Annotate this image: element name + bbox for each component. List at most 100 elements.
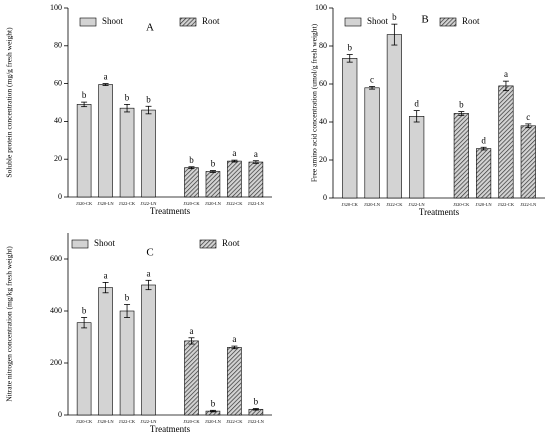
bar bbox=[119, 107, 135, 198]
significance-letter: d bbox=[481, 135, 486, 145]
panel-label: A bbox=[146, 22, 154, 34]
bar bbox=[184, 340, 199, 416]
significance-letter: a bbox=[104, 72, 108, 82]
legend-label: Shoot bbox=[367, 16, 389, 26]
y-tick-label: 0 bbox=[58, 192, 62, 201]
bar bbox=[453, 113, 469, 199]
x-tick-label: J320-CK bbox=[183, 201, 200, 206]
x-tick-label: J320-LN bbox=[98, 201, 115, 206]
y-tick-label: 200 bbox=[50, 358, 62, 367]
y-tick-label: 60 bbox=[319, 79, 327, 88]
bar bbox=[76, 322, 92, 416]
x-tick-label: J320-CK bbox=[183, 419, 200, 424]
x-tick-label: J320-LN bbox=[476, 202, 493, 207]
significance-letter: b bbox=[459, 100, 464, 110]
legend-label: Shoot bbox=[102, 16, 124, 26]
x-tick-label: J320-CK bbox=[76, 419, 93, 424]
legend-label: Root bbox=[462, 16, 480, 26]
bar bbox=[141, 284, 156, 416]
legend-swatch bbox=[199, 239, 217, 249]
significance-letter: b bbox=[211, 159, 216, 169]
x-tick-label: J320-LN bbox=[205, 201, 222, 206]
bar bbox=[386, 34, 402, 199]
significance-letter: a bbox=[504, 69, 508, 79]
legend-swatch bbox=[71, 239, 89, 249]
legend-label: Root bbox=[222, 238, 240, 248]
y-tick-label: 400 bbox=[50, 306, 62, 315]
x-axis-label: Treatments bbox=[150, 424, 191, 434]
x-tick-label: J322-CK bbox=[226, 201, 243, 206]
x-tick-label: J322-CK bbox=[386, 202, 403, 207]
significance-letter: a bbox=[232, 334, 236, 344]
bar bbox=[98, 287, 113, 416]
x-tick-label: J320-CK bbox=[342, 202, 359, 207]
bar bbox=[476, 148, 492, 199]
significance-letter: a bbox=[254, 149, 258, 159]
significance-letter: b bbox=[347, 43, 352, 53]
bar bbox=[342, 58, 358, 199]
significance-letter: b bbox=[254, 397, 259, 407]
significance-letter: b bbox=[211, 398, 216, 408]
x-tick-label: J320-LN bbox=[364, 202, 381, 207]
y-axis-label: Nitrate nitrogen concentration (mg/kg fr… bbox=[5, 246, 14, 402]
legend-swatch bbox=[179, 17, 197, 27]
bar bbox=[98, 84, 113, 198]
significance-letter: c bbox=[370, 75, 374, 85]
x-tick-label: J320-CK bbox=[76, 201, 93, 206]
y-tick-label: 100 bbox=[315, 3, 327, 12]
significance-letter: a bbox=[232, 148, 236, 158]
y-tick-label: 20 bbox=[319, 155, 327, 164]
y-tick-label: 600 bbox=[50, 254, 62, 263]
bar bbox=[364, 87, 380, 199]
bar bbox=[520, 125, 536, 199]
significance-letter: b bbox=[146, 94, 151, 104]
bar bbox=[76, 104, 92, 198]
x-tick-label: J322-CK bbox=[119, 419, 136, 424]
significance-letter: b bbox=[189, 155, 194, 165]
legend-swatch bbox=[439, 17, 457, 27]
bar bbox=[409, 116, 425, 199]
significance-letter: b bbox=[82, 306, 87, 316]
significance-letter: b bbox=[392, 12, 397, 22]
x-tick-label: J322-LN bbox=[248, 419, 265, 424]
y-tick-label: 60 bbox=[54, 78, 62, 87]
x-tick-label: J322-LN bbox=[409, 202, 426, 207]
y-tick-label: 0 bbox=[58, 410, 62, 419]
panel-label: C bbox=[146, 247, 153, 259]
bar bbox=[141, 109, 156, 198]
bar bbox=[184, 167, 199, 198]
y-tick-label: 80 bbox=[54, 41, 62, 50]
x-tick-label: J322-LN bbox=[520, 202, 537, 207]
significance-letter: b bbox=[82, 90, 87, 100]
bar bbox=[248, 161, 264, 198]
x-tick-label: J322-LN bbox=[248, 201, 265, 206]
significance-letter: a bbox=[104, 270, 108, 280]
significance-letter: b bbox=[125, 293, 130, 303]
significance-letter: b bbox=[125, 92, 130, 102]
x-tick-label: J322-CK bbox=[498, 202, 515, 207]
x-tick-label: J322-CK bbox=[226, 419, 243, 424]
y-tick-label: 40 bbox=[54, 116, 62, 125]
y-tick-label: 80 bbox=[319, 41, 327, 50]
x-tick-label: J320-LN bbox=[98, 419, 115, 424]
legend-swatch bbox=[344, 17, 362, 27]
y-tick-label: 40 bbox=[319, 117, 327, 126]
y-axis-label: Soluble protein concentration (mg/g fres… bbox=[5, 27, 14, 178]
bar bbox=[119, 310, 135, 416]
y-tick-label: 100 bbox=[50, 3, 62, 12]
bar bbox=[205, 171, 221, 198]
significance-letter: a bbox=[189, 326, 193, 336]
x-tick-label: J320-LN bbox=[205, 419, 222, 424]
significance-letter: a bbox=[147, 268, 151, 278]
x-axis-label: Treatments bbox=[419, 207, 460, 217]
x-axis-label: Treatments bbox=[150, 206, 191, 216]
x-tick-label: J322-CK bbox=[119, 201, 136, 206]
x-tick-label: J320-CK bbox=[453, 202, 470, 207]
y-tick-label: 0 bbox=[323, 193, 327, 202]
bar bbox=[227, 160, 242, 198]
significance-letter: d bbox=[414, 99, 419, 109]
bar bbox=[498, 85, 514, 199]
x-tick-label: J322-LN bbox=[141, 201, 158, 206]
panel-label: B bbox=[421, 14, 428, 26]
